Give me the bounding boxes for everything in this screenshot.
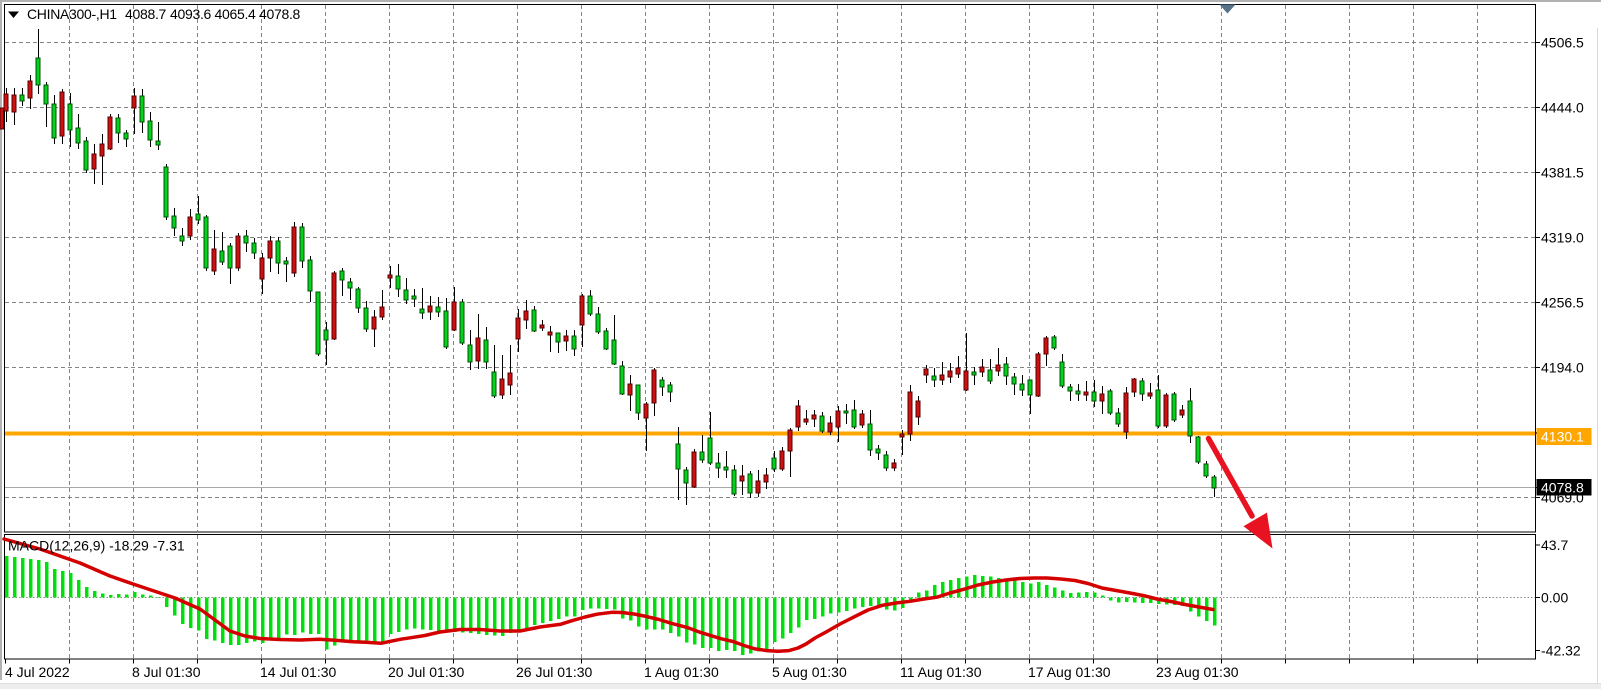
svg-text:14 Jul 01:30: 14 Jul 01:30 <box>260 664 336 680</box>
svg-text:-42.32: -42.32 <box>1541 643 1581 659</box>
svg-text:8 Jul 01:30: 8 Jul 01:30 <box>132 664 201 680</box>
svg-text:4 Jul 2022: 4 Jul 2022 <box>5 664 70 680</box>
svg-text:17 Aug 01:30: 17 Aug 01:30 <box>1028 664 1111 680</box>
svg-text:23 Aug 01:30: 23 Aug 01:30 <box>1156 664 1239 680</box>
svg-text:20 Jul 01:30: 20 Jul 01:30 <box>388 664 464 680</box>
svg-text:4381.5: 4381.5 <box>1541 165 1584 181</box>
svg-text:0.00: 0.00 <box>1541 590 1568 606</box>
svg-text:CHINA300-,H1: CHINA300-,H1 <box>27 6 117 22</box>
svg-text:11 Aug 01:30: 11 Aug 01:30 <box>900 664 982 680</box>
svg-text:4319.0: 4319.0 <box>1541 230 1584 246</box>
svg-text:4194.0: 4194.0 <box>1541 360 1584 376</box>
svg-text:43.7: 43.7 <box>1541 537 1568 553</box>
svg-text:MACD(12,26,9) -18.29 -7.31: MACD(12,26,9) -18.29 -7.31 <box>8 538 185 554</box>
svg-text:26 Jul 01:30: 26 Jul 01:30 <box>516 664 592 680</box>
svg-text:5 Aug 01:30: 5 Aug 01:30 <box>772 664 847 680</box>
svg-text:4444.0: 4444.0 <box>1541 100 1584 116</box>
svg-text:4078.8: 4078.8 <box>1541 480 1584 496</box>
svg-text:4506.5: 4506.5 <box>1541 35 1584 51</box>
svg-text:4093.6: 4093.6 <box>170 6 212 22</box>
svg-text:4078.8: 4078.8 <box>259 6 301 22</box>
svg-text:4130.1: 4130.1 <box>1541 429 1584 445</box>
svg-text:1 Aug 01:30: 1 Aug 01:30 <box>644 664 719 680</box>
svg-text:4256.5: 4256.5 <box>1541 295 1584 311</box>
svg-text:4088.7: 4088.7 <box>125 6 167 22</box>
svg-text:4065.4: 4065.4 <box>215 6 257 22</box>
